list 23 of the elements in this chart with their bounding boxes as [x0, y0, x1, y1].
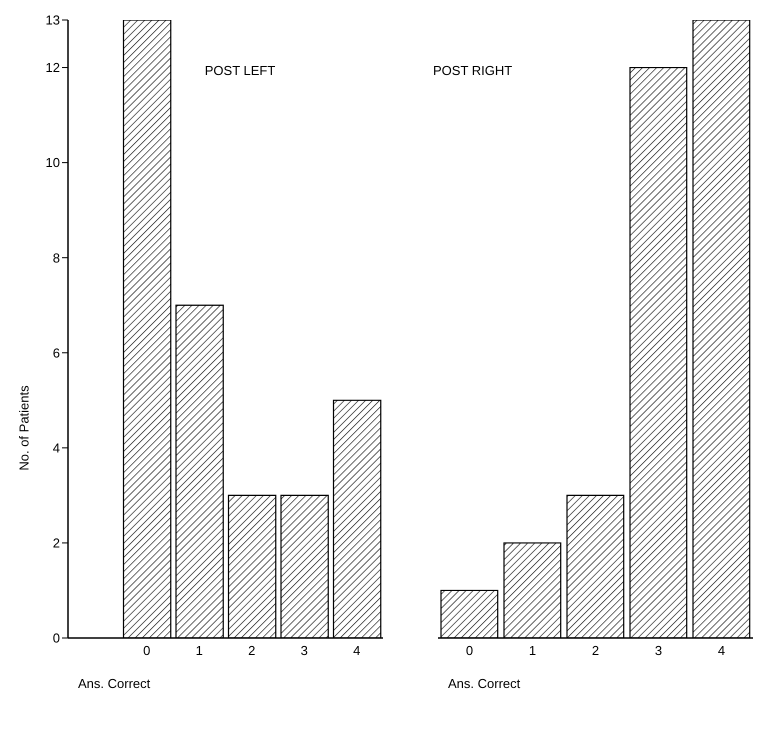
y-tick-label: 12	[46, 60, 60, 76]
x-tick-label: 0	[466, 643, 474, 658]
y-tick-label: 0	[52, 630, 60, 646]
text: POST LEFT	[204, 63, 276, 78]
x-tick-label: 0	[143, 643, 150, 658]
x-tick-label: 2	[248, 643, 256, 658]
text: POST RIGHT	[433, 63, 512, 78]
y-axis-title: No. of Patients	[16, 385, 32, 471]
x-axis-title: Ans. Correct	[78, 676, 150, 691]
x-tick-label: 3	[300, 643, 308, 658]
y-tick-label: 8	[52, 250, 60, 266]
y-tick-label: 2	[52, 536, 60, 551]
y-tick-label: 6	[52, 345, 60, 360]
y-tick-label: 13	[46, 12, 60, 28]
x-tick-label: 4	[353, 643, 360, 658]
x-tick-label: 3	[654, 643, 662, 658]
x-tick-label: 4	[718, 643, 726, 658]
y-tick-label: 4	[52, 440, 60, 456]
x-tick-label: 1	[196, 643, 203, 658]
y-tick-label: 10	[46, 155, 60, 170]
x-tick-label: 1	[528, 643, 536, 658]
x-tick-label: 2	[592, 643, 600, 658]
x-axis-title: Ans. Correct	[448, 676, 520, 691]
